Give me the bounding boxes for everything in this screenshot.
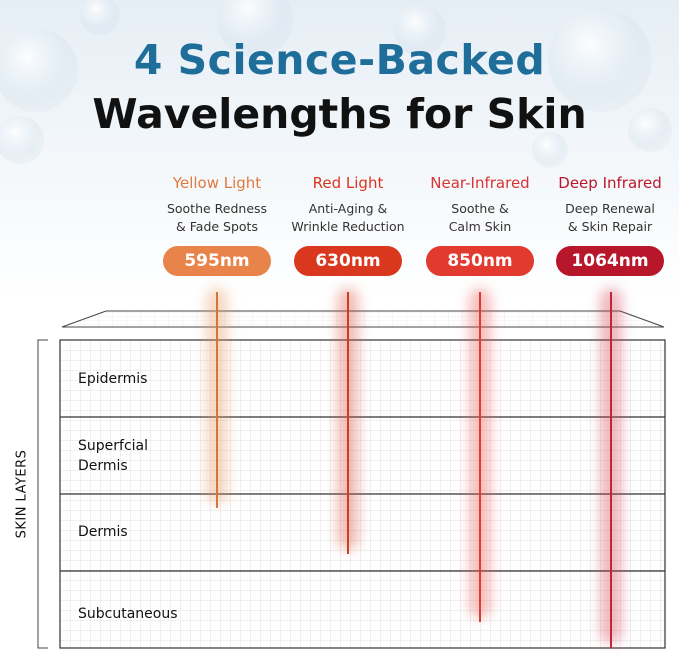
layer-label-superficial-dermis: Superfcial Dermis xyxy=(78,438,148,474)
wavelength-pill-1064: 1064nm xyxy=(556,246,664,276)
wavelength-pill-630: 630nm xyxy=(294,246,402,276)
wavelength-name: Yellow Light xyxy=(172,174,262,192)
wavelength-pill-850: 850nm xyxy=(426,246,534,276)
wavelength-name: Deep Infrared xyxy=(558,174,662,192)
beam-1064 xyxy=(610,292,612,648)
layer-label-epidermis: Epidermis xyxy=(78,371,148,387)
wavelength-description: Soothe Redness & Fade Spots xyxy=(166,201,268,234)
wavelength-description: Deep Renewal & Skin Repair xyxy=(565,201,655,234)
beam-630 xyxy=(347,292,349,554)
beam-850 xyxy=(479,292,481,622)
wavelength-name: Red Light xyxy=(312,174,384,192)
wavelength-description: Anti-Aging & Wrinkle Reduction xyxy=(291,201,405,234)
wavelength-column-yellow: Yellow Light Soothe Redness & Fade Spots xyxy=(152,172,282,238)
wavelength-name: Near-Infrared xyxy=(430,174,530,192)
layer-label-subcutaneous: Subcutaneous xyxy=(78,606,178,622)
headline-line-1: 4 Science-Backed xyxy=(133,36,546,84)
wavelength-column-near-infrared: Near-Infrared Soothe & Calm Skin xyxy=(415,172,545,238)
wavelength-description: Soothe & Calm Skin xyxy=(448,201,512,234)
wavelength-column-deep-infrared: Deep Infrared Deep Renewal & Skin Repair xyxy=(545,172,675,238)
axis-title-skin-layers: SKIN LAYERS xyxy=(14,449,30,539)
beam-595 xyxy=(216,292,218,508)
wavelength-column-red: Red Light Anti-Aging & Wrinkle Reduction xyxy=(283,172,413,238)
layer-label-dermis: Dermis xyxy=(78,524,128,540)
headline-line-2: Wavelengths for Skin xyxy=(92,90,587,138)
wavelength-pill-595: 595nm xyxy=(163,246,271,276)
